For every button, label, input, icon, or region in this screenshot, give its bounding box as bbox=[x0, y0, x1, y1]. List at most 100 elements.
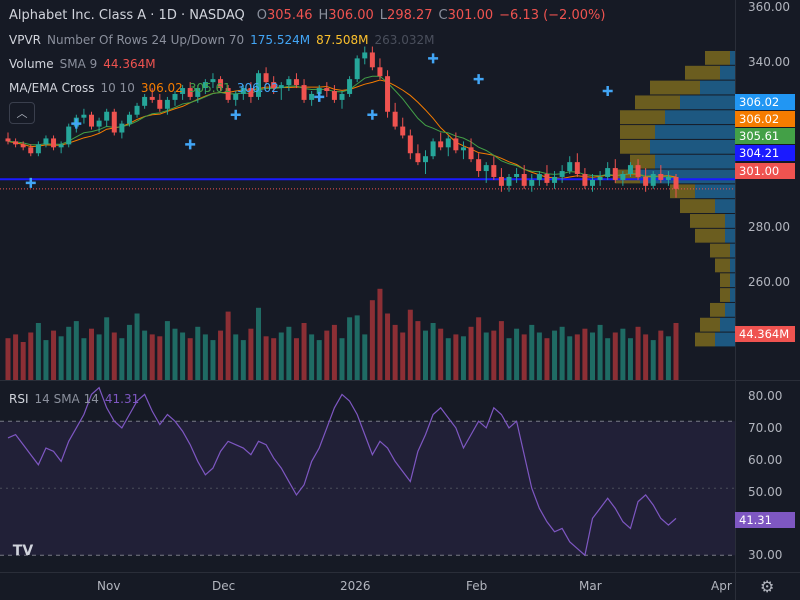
volume-bar bbox=[81, 338, 87, 380]
volume-bar bbox=[438, 328, 444, 380]
volume-bar bbox=[316, 340, 322, 380]
candle-body bbox=[385, 76, 391, 112]
candle-body bbox=[658, 174, 664, 180]
vpvr-row-up bbox=[730, 243, 735, 258]
volume-bar bbox=[423, 330, 428, 380]
ma-name[interactable]: MA/EMA Cross bbox=[9, 81, 95, 95]
collapse-legend-button[interactable]: ︿ bbox=[9, 102, 35, 124]
volume-bar bbox=[514, 328, 520, 380]
volume-bar bbox=[460, 336, 466, 380]
volume-bar bbox=[369, 300, 375, 380]
candle-body bbox=[43, 138, 49, 145]
candle-body bbox=[164, 99, 170, 109]
candle-body bbox=[187, 88, 193, 97]
vpvr-row-down bbox=[620, 139, 650, 154]
vpvr-row-down bbox=[700, 317, 720, 332]
rsi-line bbox=[7, 386, 677, 557]
vpvr-name[interactable]: VPVR bbox=[9, 33, 41, 47]
volume-bar bbox=[66, 326, 72, 380]
volume-bar bbox=[89, 328, 94, 380]
ma-cross-marker bbox=[71, 118, 82, 129]
tradingview-logo[interactable]: TV bbox=[12, 543, 34, 559]
volume-bar bbox=[453, 334, 459, 380]
ma-cross-marker bbox=[185, 139, 196, 150]
time-axis-label: Mar bbox=[579, 579, 602, 593]
symbol-title[interactable]: Alphabet Inc. Class A · 1D · NASDAQ bbox=[9, 8, 245, 23]
vpvr-row-up bbox=[725, 228, 735, 243]
ma-cross-marker bbox=[367, 109, 378, 120]
vpvr-row-up bbox=[655, 125, 735, 139]
candle-body bbox=[445, 138, 451, 148]
ma-cross-marker bbox=[230, 109, 241, 120]
candle-body bbox=[665, 176, 671, 180]
volume-bar bbox=[278, 332, 284, 380]
volume-bar bbox=[483, 332, 489, 380]
volume-bar bbox=[354, 315, 360, 380]
gear-icon[interactable]: ⚙ bbox=[760, 577, 775, 596]
vpvr-value-down: 87.508M bbox=[316, 33, 369, 47]
vpvr-row-down bbox=[720, 273, 730, 288]
candle-body bbox=[5, 138, 11, 142]
candle-body bbox=[202, 82, 208, 89]
rsi-legend[interactable]: RSI 14 SMA 14 41.31 bbox=[9, 392, 139, 406]
rsi-axis-label: 80.00 bbox=[748, 389, 783, 403]
ma-cross-marker bbox=[314, 91, 325, 102]
candle-body bbox=[142, 96, 148, 106]
candle-body bbox=[339, 93, 345, 100]
volume-bar bbox=[643, 334, 649, 380]
vpvr-row-up bbox=[695, 184, 735, 199]
volume-bar bbox=[233, 334, 239, 380]
volume-bar bbox=[301, 323, 307, 380]
candle-body bbox=[316, 88, 322, 94]
vpvr-row-down bbox=[650, 80, 700, 95]
volume-name[interactable]: Volume bbox=[9, 57, 54, 71]
ohlc-high-value: 306.00 bbox=[328, 8, 374, 23]
volume-bar bbox=[407, 309, 413, 380]
volume-bar bbox=[195, 326, 201, 380]
volume-bar bbox=[43, 340, 49, 380]
rsi-axis-label: 50.00 bbox=[748, 485, 783, 499]
candle-body bbox=[415, 153, 421, 163]
volume-bar bbox=[263, 336, 269, 380]
candle-body bbox=[635, 165, 641, 177]
candle-body bbox=[104, 111, 110, 121]
candle-body bbox=[362, 52, 368, 59]
ohlc-close-value: 301.00 bbox=[447, 8, 494, 23]
volume-bar bbox=[164, 321, 170, 380]
candle-body bbox=[506, 176, 512, 186]
volume-legend[interactable]: Volume SMA 9 44.364M bbox=[9, 57, 156, 71]
ma-value-1: 306.02 bbox=[140, 81, 183, 95]
volume-bar bbox=[445, 338, 451, 380]
vpvr-value-up: 175.524M bbox=[250, 33, 311, 47]
vpvr-row-down bbox=[695, 228, 725, 243]
time-axis-label: Apr bbox=[711, 579, 732, 593]
candle-body bbox=[567, 162, 573, 172]
volume-bar bbox=[339, 338, 345, 380]
vpvr-row-down bbox=[705, 50, 730, 65]
vpvr-row-down bbox=[715, 258, 730, 273]
ma-legend[interactable]: MA/EMA Cross 10 10 306.02 305.61 306.02 bbox=[9, 81, 279, 95]
horizontal-line-tag: 304.21 bbox=[735, 145, 795, 161]
volume-bar bbox=[240, 340, 246, 380]
candle-body bbox=[293, 79, 299, 86]
rsi-name[interactable]: RSI bbox=[9, 392, 29, 406]
ohlc-high-label: H bbox=[318, 8, 329, 23]
volume-bar bbox=[362, 334, 368, 380]
vpvr-legend[interactable]: VPVR Number Of Rows 24 Up/Down 70 175.52… bbox=[9, 33, 434, 47]
symbol-legend[interactable]: Alphabet Inc. Class A · 1D · NASDAQ O 305… bbox=[9, 8, 605, 23]
volume-bar bbox=[620, 328, 626, 380]
candle-body bbox=[278, 85, 284, 89]
vpvr-row-down bbox=[620, 110, 665, 125]
candle-body bbox=[369, 52, 375, 68]
volume-bar bbox=[385, 313, 391, 380]
volume-bar bbox=[574, 334, 580, 380]
rsi-tag: 41.31 bbox=[735, 512, 795, 528]
candle-body bbox=[119, 123, 125, 133]
time-axis-label: Dec bbox=[212, 579, 236, 593]
volume-bar bbox=[650, 340, 656, 380]
candle-body bbox=[590, 179, 595, 186]
candle-body bbox=[35, 144, 41, 154]
volume-bar bbox=[210, 340, 216, 380]
candle-body bbox=[377, 67, 383, 77]
